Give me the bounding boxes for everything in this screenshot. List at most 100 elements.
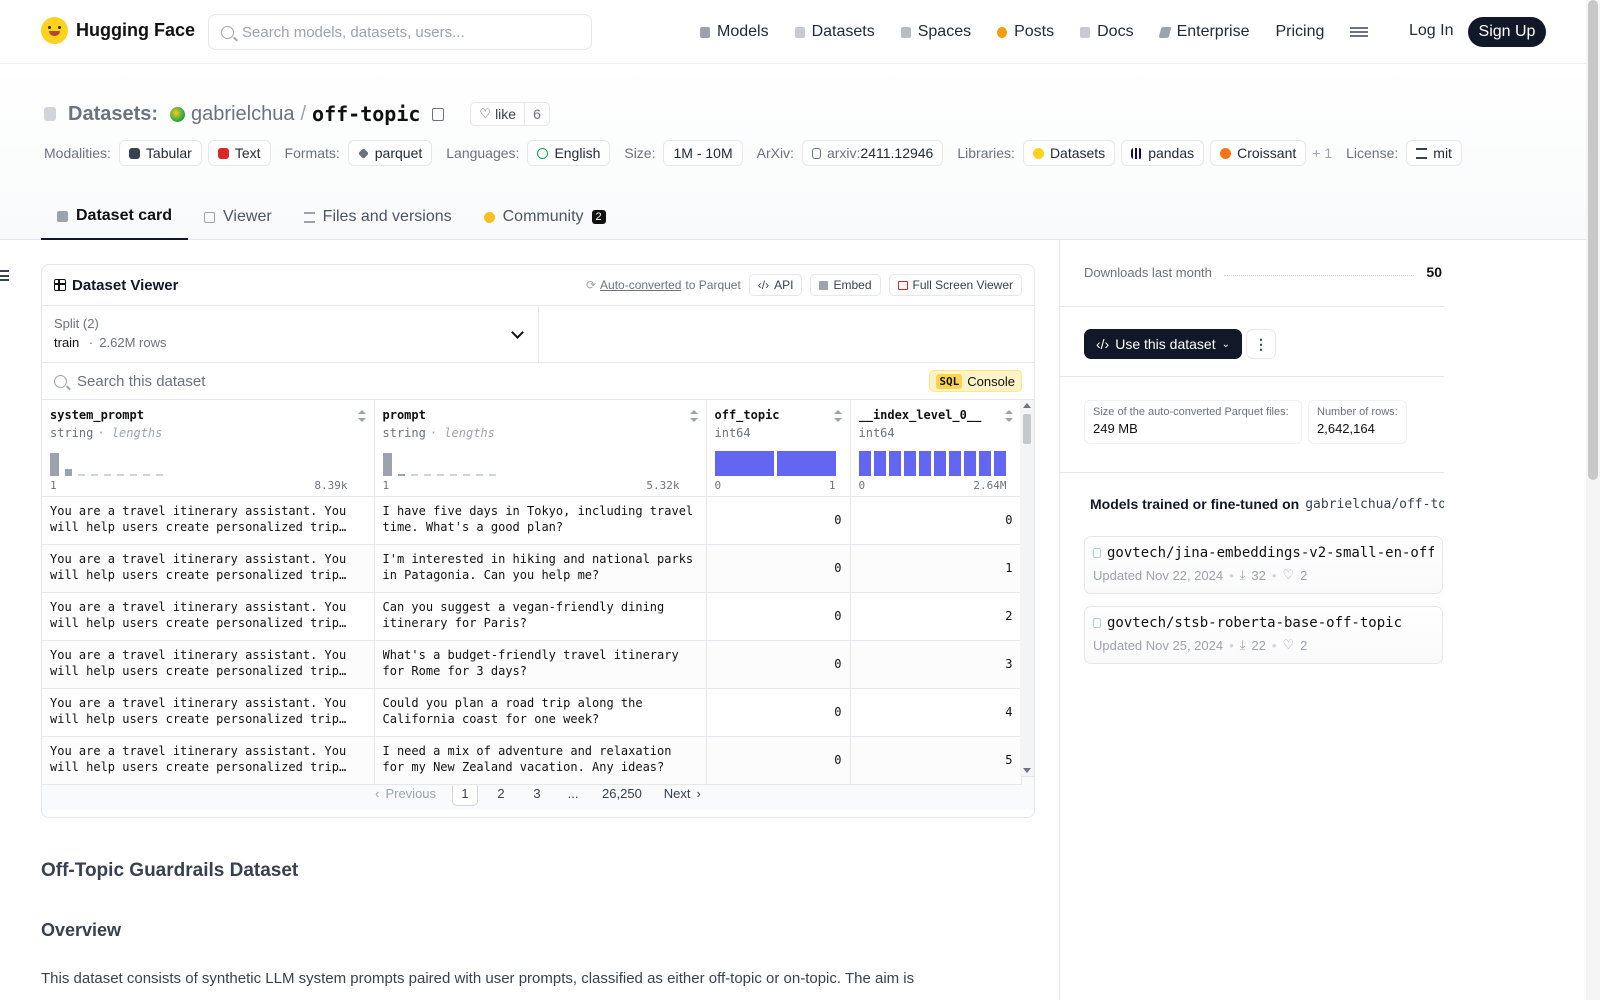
table-scrollbar-thumb[interactable]	[1023, 414, 1031, 444]
tag-size[interactable]: 1M - 10M	[663, 140, 743, 166]
embed-button[interactable]: Embed	[810, 274, 881, 296]
table-cell[interactable]: 0	[706, 736, 851, 785]
table-cell[interactable]: Could you plan a road trip along the Cal…	[374, 688, 707, 737]
scroll-down-icon[interactable]	[1023, 768, 1031, 773]
column-header[interactable]: __index_level_0__ int64 0 2.64M	[850, 400, 1022, 497]
tag-license[interactable]: mit	[1406, 140, 1462, 166]
table-row[interactable]: You are a travel itinerary assistant. Yo…	[42, 688, 1022, 737]
tag-arxiv[interactable]: arxiv: 2411.12946	[801, 140, 944, 166]
histogram-bar[interactable]	[488, 473, 496, 476]
tag-croissant-lib[interactable]: Croissant	[1210, 140, 1307, 166]
tag-parquet[interactable]: parquet	[347, 140, 433, 166]
table-cell[interactable]: 0	[850, 496, 1022, 545]
histogram-bar[interactable]	[91, 473, 98, 476]
section-label[interactable]: Datasets:	[68, 102, 159, 125]
histogram-bar[interactable]	[65, 468, 72, 476]
histogram-bar[interactable]	[714, 450, 774, 476]
histogram-bar[interactable]	[50, 452, 59, 476]
previous-page-button[interactable]: ‹ Previous	[369, 782, 442, 806]
histogram-bar[interactable]	[994, 450, 1007, 476]
table-row[interactable]: You are a travel itinerary assistant. Yo…	[42, 736, 1022, 785]
table-cell[interactable]: 5	[850, 736, 1022, 785]
table-cell[interactable]: 0	[706, 496, 851, 545]
table-cell[interactable]: You are a travel itinerary assistant. Yo…	[42, 496, 375, 545]
histogram-bar[interactable]	[449, 473, 457, 476]
table-cell[interactable]: What's a budget-friendly travel itinerar…	[374, 640, 707, 689]
histogram-bar[interactable]	[475, 473, 483, 476]
page-1-button[interactable]: 1	[452, 781, 479, 806]
histogram-bar[interactable]	[964, 450, 977, 476]
libraries-more[interactable]: + 1	[1312, 145, 1333, 161]
tab-dataset-card[interactable]: Dataset card	[41, 194, 189, 240]
tab-viewer[interactable]: Viewer	[188, 194, 288, 240]
signup-button[interactable]: Sign Up	[1468, 17, 1546, 47]
tab-files[interactable]: Files and versions	[288, 194, 468, 240]
dataset-search-input[interactable]	[77, 372, 920, 390]
sort-icon[interactable]	[357, 410, 366, 422]
like-button[interactable]: ♡ like 6	[470, 102, 550, 126]
copy-icon[interactable]	[432, 107, 445, 121]
tag-pandas-lib[interactable]: pandas	[1121, 140, 1205, 166]
model-card[interactable]: govtech/jina-embeddings-v2-small-en-off-…	[1084, 536, 1443, 594]
sql-console-button[interactable]: SQL Console	[929, 370, 1022, 392]
table-row[interactable]: You are a travel itinerary assistant. Yo…	[42, 544, 1022, 593]
table-row[interactable]: You are a travel itinerary assistant. Yo…	[42, 640, 1022, 689]
table-cell[interactable]: 0	[706, 640, 851, 689]
nav-models[interactable]: Models	[700, 23, 769, 41]
histogram-bar[interactable]	[397, 473, 405, 476]
table-cell[interactable]: I need a mix of adventure and relaxation…	[374, 736, 707, 785]
page-2-button[interactable]: 2	[497, 786, 505, 801]
global-search[interactable]	[208, 14, 592, 50]
histogram-bar[interactable]	[873, 450, 886, 476]
table-cell[interactable]: 0	[706, 688, 851, 737]
histogram-bar[interactable]	[156, 473, 163, 476]
histogram-bar[interactable]	[130, 473, 137, 476]
next-page-button[interactable]: Next ›	[658, 782, 707, 806]
more-menu-icon[interactable]	[1350, 27, 1369, 37]
histogram-bar[interactable]	[776, 450, 836, 476]
table-cell[interactable]: 3	[850, 640, 1022, 689]
login-link[interactable]: Log In	[1409, 22, 1454, 39]
column-header[interactable]: system_prompt string · lengths 1 8.39k	[42, 400, 375, 497]
page-scrollbar[interactable]	[1586, 0, 1600, 1000]
histogram-bar[interactable]	[858, 450, 871, 476]
table-cell[interactable]: 2	[850, 592, 1022, 641]
sort-icon[interactable]	[1004, 410, 1013, 422]
nav-posts[interactable]: Posts	[997, 23, 1054, 41]
histogram-bar[interactable]	[436, 473, 444, 476]
table-cell[interactable]: 0	[706, 544, 851, 593]
table-cell[interactable]: I have five days in Tokyo, including tra…	[374, 496, 707, 545]
nav-enterprise[interactable]: Enterprise	[1158, 23, 1249, 41]
split-selector[interactable]: Split (2) train · 2.62M rows	[42, 306, 539, 362]
histogram-bar[interactable]	[903, 450, 916, 476]
histogram-bar[interactable]	[423, 473, 431, 476]
api-button[interactable]: ‹/› API	[748, 274, 803, 296]
use-dataset-button[interactable]: ‹/› Use this dataset ⌄	[1084, 329, 1242, 359]
tab-community[interactable]: Community 2	[468, 194, 622, 240]
auto-converted-link[interactable]: Auto-converted	[600, 278, 682, 292]
sort-icon[interactable]	[689, 410, 698, 422]
nav-docs[interactable]: Docs	[1080, 23, 1134, 41]
table-cell[interactable]: You are a travel itinerary assistant. Yo…	[42, 688, 375, 737]
histogram-bar[interactable]	[979, 450, 992, 476]
histogram-bar[interactable]	[949, 450, 962, 476]
last-page-button[interactable]: 26,250	[602, 786, 642, 801]
table-row[interactable]: You are a travel itinerary assistant. Yo…	[42, 496, 1022, 545]
table-cell[interactable]: You are a travel itinerary assistant. Yo…	[42, 592, 375, 641]
scroll-up-icon[interactable]	[1023, 403, 1031, 408]
table-scrollbar[interactable]	[1020, 400, 1034, 776]
tag-tabular[interactable]: Tabular	[118, 140, 202, 166]
table-cell[interactable]: 0	[706, 592, 851, 641]
histogram-bar[interactable]	[933, 450, 947, 476]
table-cell[interactable]: You are a travel itinerary assistant. Yo…	[42, 544, 375, 593]
models-heading-repo[interactable]: gabrielchua/off-topic	[1305, 496, 1444, 512]
model-card[interactable]: govtech/stsb-roberta-base-off-topic Upda…	[1084, 606, 1443, 664]
table-cell[interactable]: You are a travel itinerary assistant. Yo…	[42, 736, 375, 785]
table-cell[interactable]: 1	[850, 544, 1022, 593]
tag-datasets-lib[interactable]: Datasets	[1022, 140, 1116, 166]
column-header[interactable]: prompt string · lengths 1 5.32k	[374, 400, 707, 497]
column-header[interactable]: off_topic int64 0 1	[706, 400, 851, 497]
toc-toggle-icon[interactable]	[0, 270, 9, 281]
table-cell[interactable]: I'm interested in hiking and national pa…	[374, 544, 707, 593]
histogram-bar[interactable]	[918, 450, 931, 476]
